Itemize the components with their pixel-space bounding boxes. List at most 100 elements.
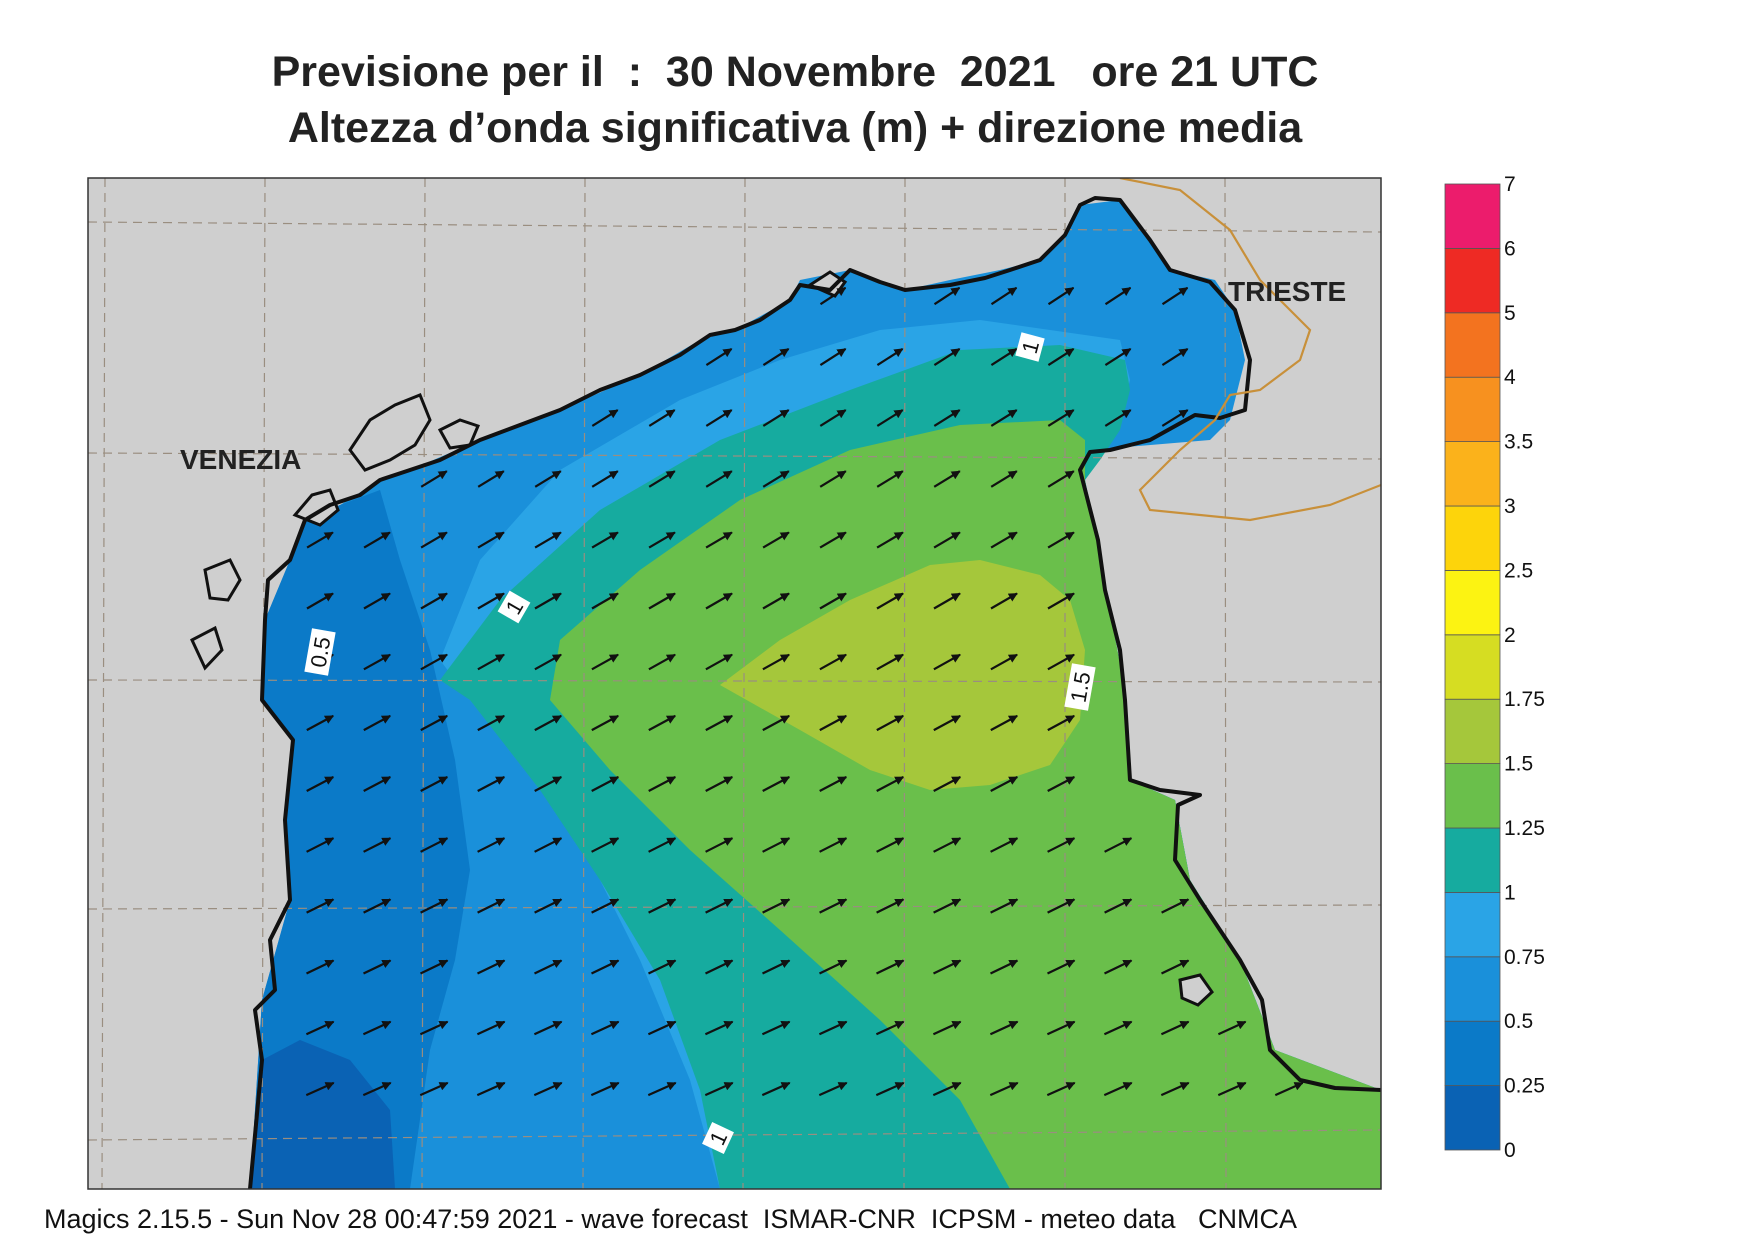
wave-arrow bbox=[1104, 286, 1132, 306]
band-0-25-0-5 bbox=[250, 490, 470, 1189]
wave-arrow bbox=[647, 1081, 677, 1097]
wave-arrow bbox=[819, 286, 847, 306]
colorbar-label: 6 bbox=[1504, 237, 1516, 260]
wave-arrow bbox=[534, 776, 563, 792]
title-line-1: Previsione per il : 30 Novembre 2021 ore… bbox=[271, 48, 1319, 96]
wave-arrow bbox=[420, 714, 448, 732]
wave-arrow bbox=[477, 653, 505, 671]
colorbar-label: 3 bbox=[1504, 495, 1516, 518]
wave-arrow bbox=[705, 959, 734, 975]
wave-arrow bbox=[477, 837, 506, 853]
wave-arrow bbox=[306, 837, 335, 853]
wave-arrow bbox=[1161, 409, 1189, 427]
wave-arrow bbox=[990, 898, 1019, 914]
wave-arrow bbox=[591, 531, 619, 549]
wave-arrow bbox=[1047, 959, 1076, 975]
wave-arrow bbox=[1047, 653, 1075, 671]
wave-arrow bbox=[762, 837, 791, 853]
wave-arrow bbox=[990, 837, 1019, 853]
wave-arrow bbox=[363, 653, 391, 671]
wave-arrow bbox=[590, 1020, 620, 1036]
wave-arrow bbox=[762, 776, 791, 792]
svg-text:0.5: 0.5 bbox=[306, 635, 336, 669]
wave-arrow bbox=[648, 531, 676, 549]
colorbar-swatch bbox=[1444, 956, 1501, 1022]
wave-arrow bbox=[306, 959, 335, 975]
wave-arrow bbox=[876, 714, 904, 732]
wave-arrow bbox=[819, 898, 848, 914]
wave-arrow bbox=[1047, 592, 1075, 610]
wave-arrow bbox=[591, 959, 620, 975]
wave-arrow bbox=[1160, 1081, 1190, 1097]
wave-arrow bbox=[591, 470, 619, 488]
wave-arrow bbox=[420, 959, 449, 975]
colorbar-swatch bbox=[1444, 763, 1501, 829]
wave-arrow bbox=[704, 1020, 734, 1036]
wave-arrow bbox=[705, 837, 734, 853]
colorbar-swatch bbox=[1444, 1020, 1501, 1087]
colorbar-swatch bbox=[1444, 570, 1501, 636]
wave-arrow bbox=[876, 959, 905, 975]
colorbar-label: 1.75 bbox=[1504, 688, 1545, 711]
wave-arrow bbox=[932, 1020, 962, 1036]
wave-arrow bbox=[420, 776, 449, 792]
wave-arrow bbox=[705, 653, 733, 671]
national-border bbox=[1119, 178, 1381, 522]
title-line-2: Altezza d’onda significativa (m) + direz… bbox=[287, 104, 1303, 152]
wave-arrow bbox=[419, 1020, 449, 1036]
wave-arrow bbox=[705, 531, 733, 549]
wave-arrow bbox=[306, 592, 334, 610]
colorbar-swatch bbox=[1444, 376, 1501, 443]
place-label-trieste: TRIESTE bbox=[1228, 276, 1346, 307]
wave-arrow bbox=[875, 1020, 905, 1036]
wave-arrow bbox=[363, 531, 391, 549]
wave-arrow bbox=[1047, 531, 1075, 549]
colorbar-swatch bbox=[1444, 183, 1501, 249]
wave-arrow bbox=[1217, 1020, 1247, 1036]
colorbar-swatch bbox=[1444, 698, 1501, 765]
svg-text:1.5: 1.5 bbox=[1066, 670, 1096, 704]
graticule bbox=[88, 178, 1381, 1189]
contour-label: 0.5 bbox=[304, 628, 336, 676]
wave-arrow bbox=[306, 776, 335, 792]
wave-arrow bbox=[933, 347, 961, 367]
wave-arrow bbox=[705, 776, 734, 792]
colorbar-swatch bbox=[1444, 312, 1501, 378]
colorbar-label: 5 bbox=[1504, 302, 1516, 325]
colorbar-swatch bbox=[1444, 1085, 1501, 1151]
wave-arrow bbox=[989, 1020, 1019, 1036]
wave-arrow bbox=[818, 1081, 848, 1097]
wave-arrow bbox=[705, 347, 733, 367]
contour-label: 1 bbox=[497, 590, 531, 624]
wave-arrow bbox=[933, 898, 962, 914]
wave-arrow bbox=[363, 776, 392, 792]
wave-arrow bbox=[705, 470, 733, 488]
wave-arrow bbox=[876, 347, 904, 367]
wave-arrow bbox=[932, 1081, 962, 1097]
wave-arrow bbox=[1047, 409, 1075, 427]
wave-arrow bbox=[762, 409, 790, 427]
wave-arrow bbox=[477, 470, 505, 488]
wave-arrow bbox=[477, 531, 505, 549]
wave-arrow bbox=[1104, 898, 1133, 914]
wave-arrow bbox=[762, 898, 791, 914]
wave-arrow bbox=[1161, 347, 1189, 367]
wave-arrow bbox=[876, 837, 905, 853]
wave-arrow bbox=[762, 347, 790, 367]
wave-arrow bbox=[990, 347, 1018, 367]
band-1-25-1-5 bbox=[550, 420, 1381, 1189]
wave-arrow bbox=[1047, 470, 1075, 488]
wave-arrow bbox=[306, 714, 334, 732]
wave-arrow bbox=[1046, 1020, 1076, 1036]
wave-arrow bbox=[989, 1081, 1019, 1097]
contour-label: 1.5 bbox=[1064, 663, 1096, 711]
wave-arrow bbox=[419, 1081, 449, 1097]
wave-arrow bbox=[705, 714, 733, 732]
wave-arrow bbox=[1103, 1081, 1133, 1097]
wave-arrow bbox=[648, 653, 676, 671]
wave-arrow bbox=[590, 1081, 620, 1097]
wave-arrow bbox=[1274, 1081, 1304, 1097]
wave-arrow bbox=[762, 714, 790, 732]
wave-arrow bbox=[876, 898, 905, 914]
wave-arrow bbox=[420, 592, 448, 610]
